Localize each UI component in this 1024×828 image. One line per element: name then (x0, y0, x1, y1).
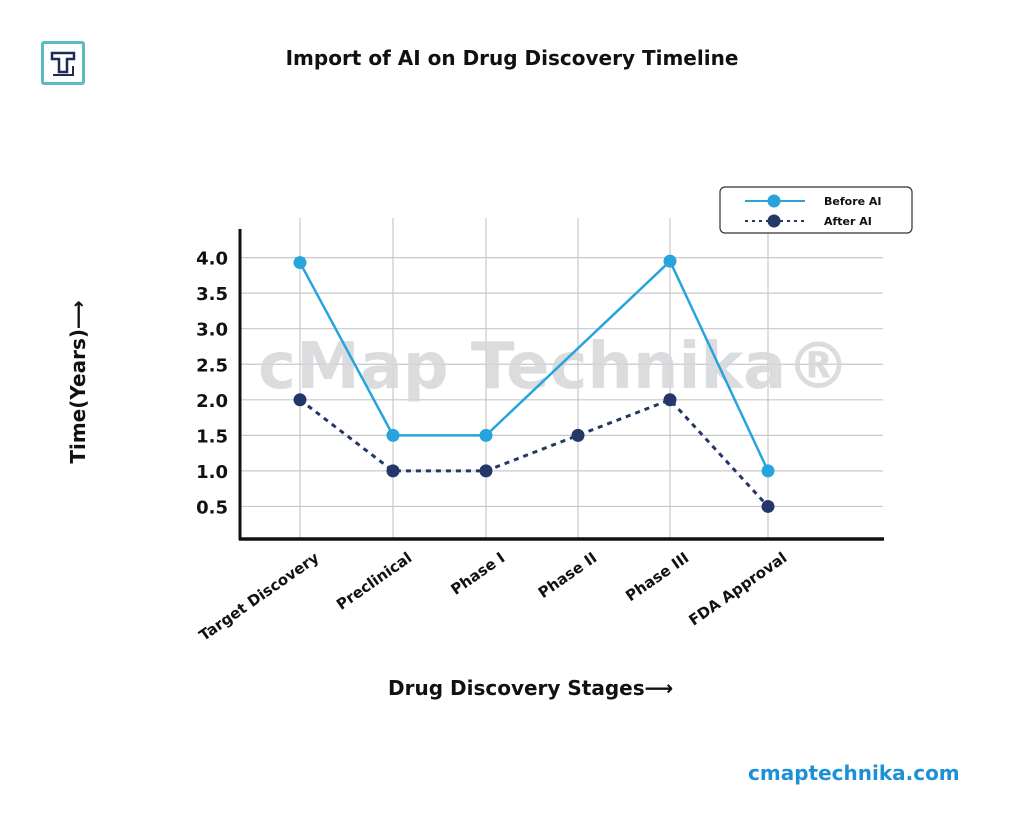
data-point (663, 254, 677, 268)
y-tick-label: 1.0 (196, 462, 228, 483)
y-tick-label: 1.5 (196, 426, 228, 447)
y-tick-label: 4.0 (196, 249, 228, 270)
website-link[interactable]: cmaptechnika.com (748, 761, 960, 785)
legend-marker (767, 214, 781, 228)
legend-label: Before AI (824, 195, 882, 208)
data-point (386, 464, 400, 478)
legend-box (719, 186, 913, 234)
y-tick-label: 2.5 (196, 355, 228, 376)
chart-title: Import of AI on Drug Discovery Timeline (285, 46, 739, 70)
legend-marker (767, 194, 781, 208)
data-point (663, 393, 677, 407)
y-tick-label: 2.0 (196, 391, 228, 412)
data-point (293, 256, 307, 270)
data-point (571, 428, 585, 442)
data-point (479, 464, 493, 478)
x-tick-label: Phase III (622, 549, 692, 606)
series-line-after-ai (299, 398, 770, 508)
data-point (479, 428, 493, 442)
x-tick-label: FDA Approval (685, 549, 790, 630)
x-tick-label: Phase I (447, 549, 508, 599)
x-tick-label: Target Discovery (196, 548, 323, 644)
watermark: cMap Technika® (258, 330, 850, 404)
data-point (761, 464, 775, 478)
x-tick-label: Preclinical (333, 549, 415, 614)
data-point (386, 428, 400, 442)
data-point (293, 393, 307, 407)
y-tick-label: 3.0 (196, 320, 228, 341)
x-tick-label: Phase II (535, 549, 600, 602)
data-point (761, 499, 775, 513)
y-axis-label: Time(Years)⟶ (66, 300, 90, 464)
legend-label: After AI (824, 215, 872, 228)
logo (41, 41, 85, 85)
x-axis-label: Drug Discovery Stages⟶ (388, 676, 674, 700)
y-tick-label: 3.5 (196, 284, 228, 305)
y-tick-label: 0.5 (196, 497, 228, 518)
logo-t-icon (50, 51, 76, 76)
